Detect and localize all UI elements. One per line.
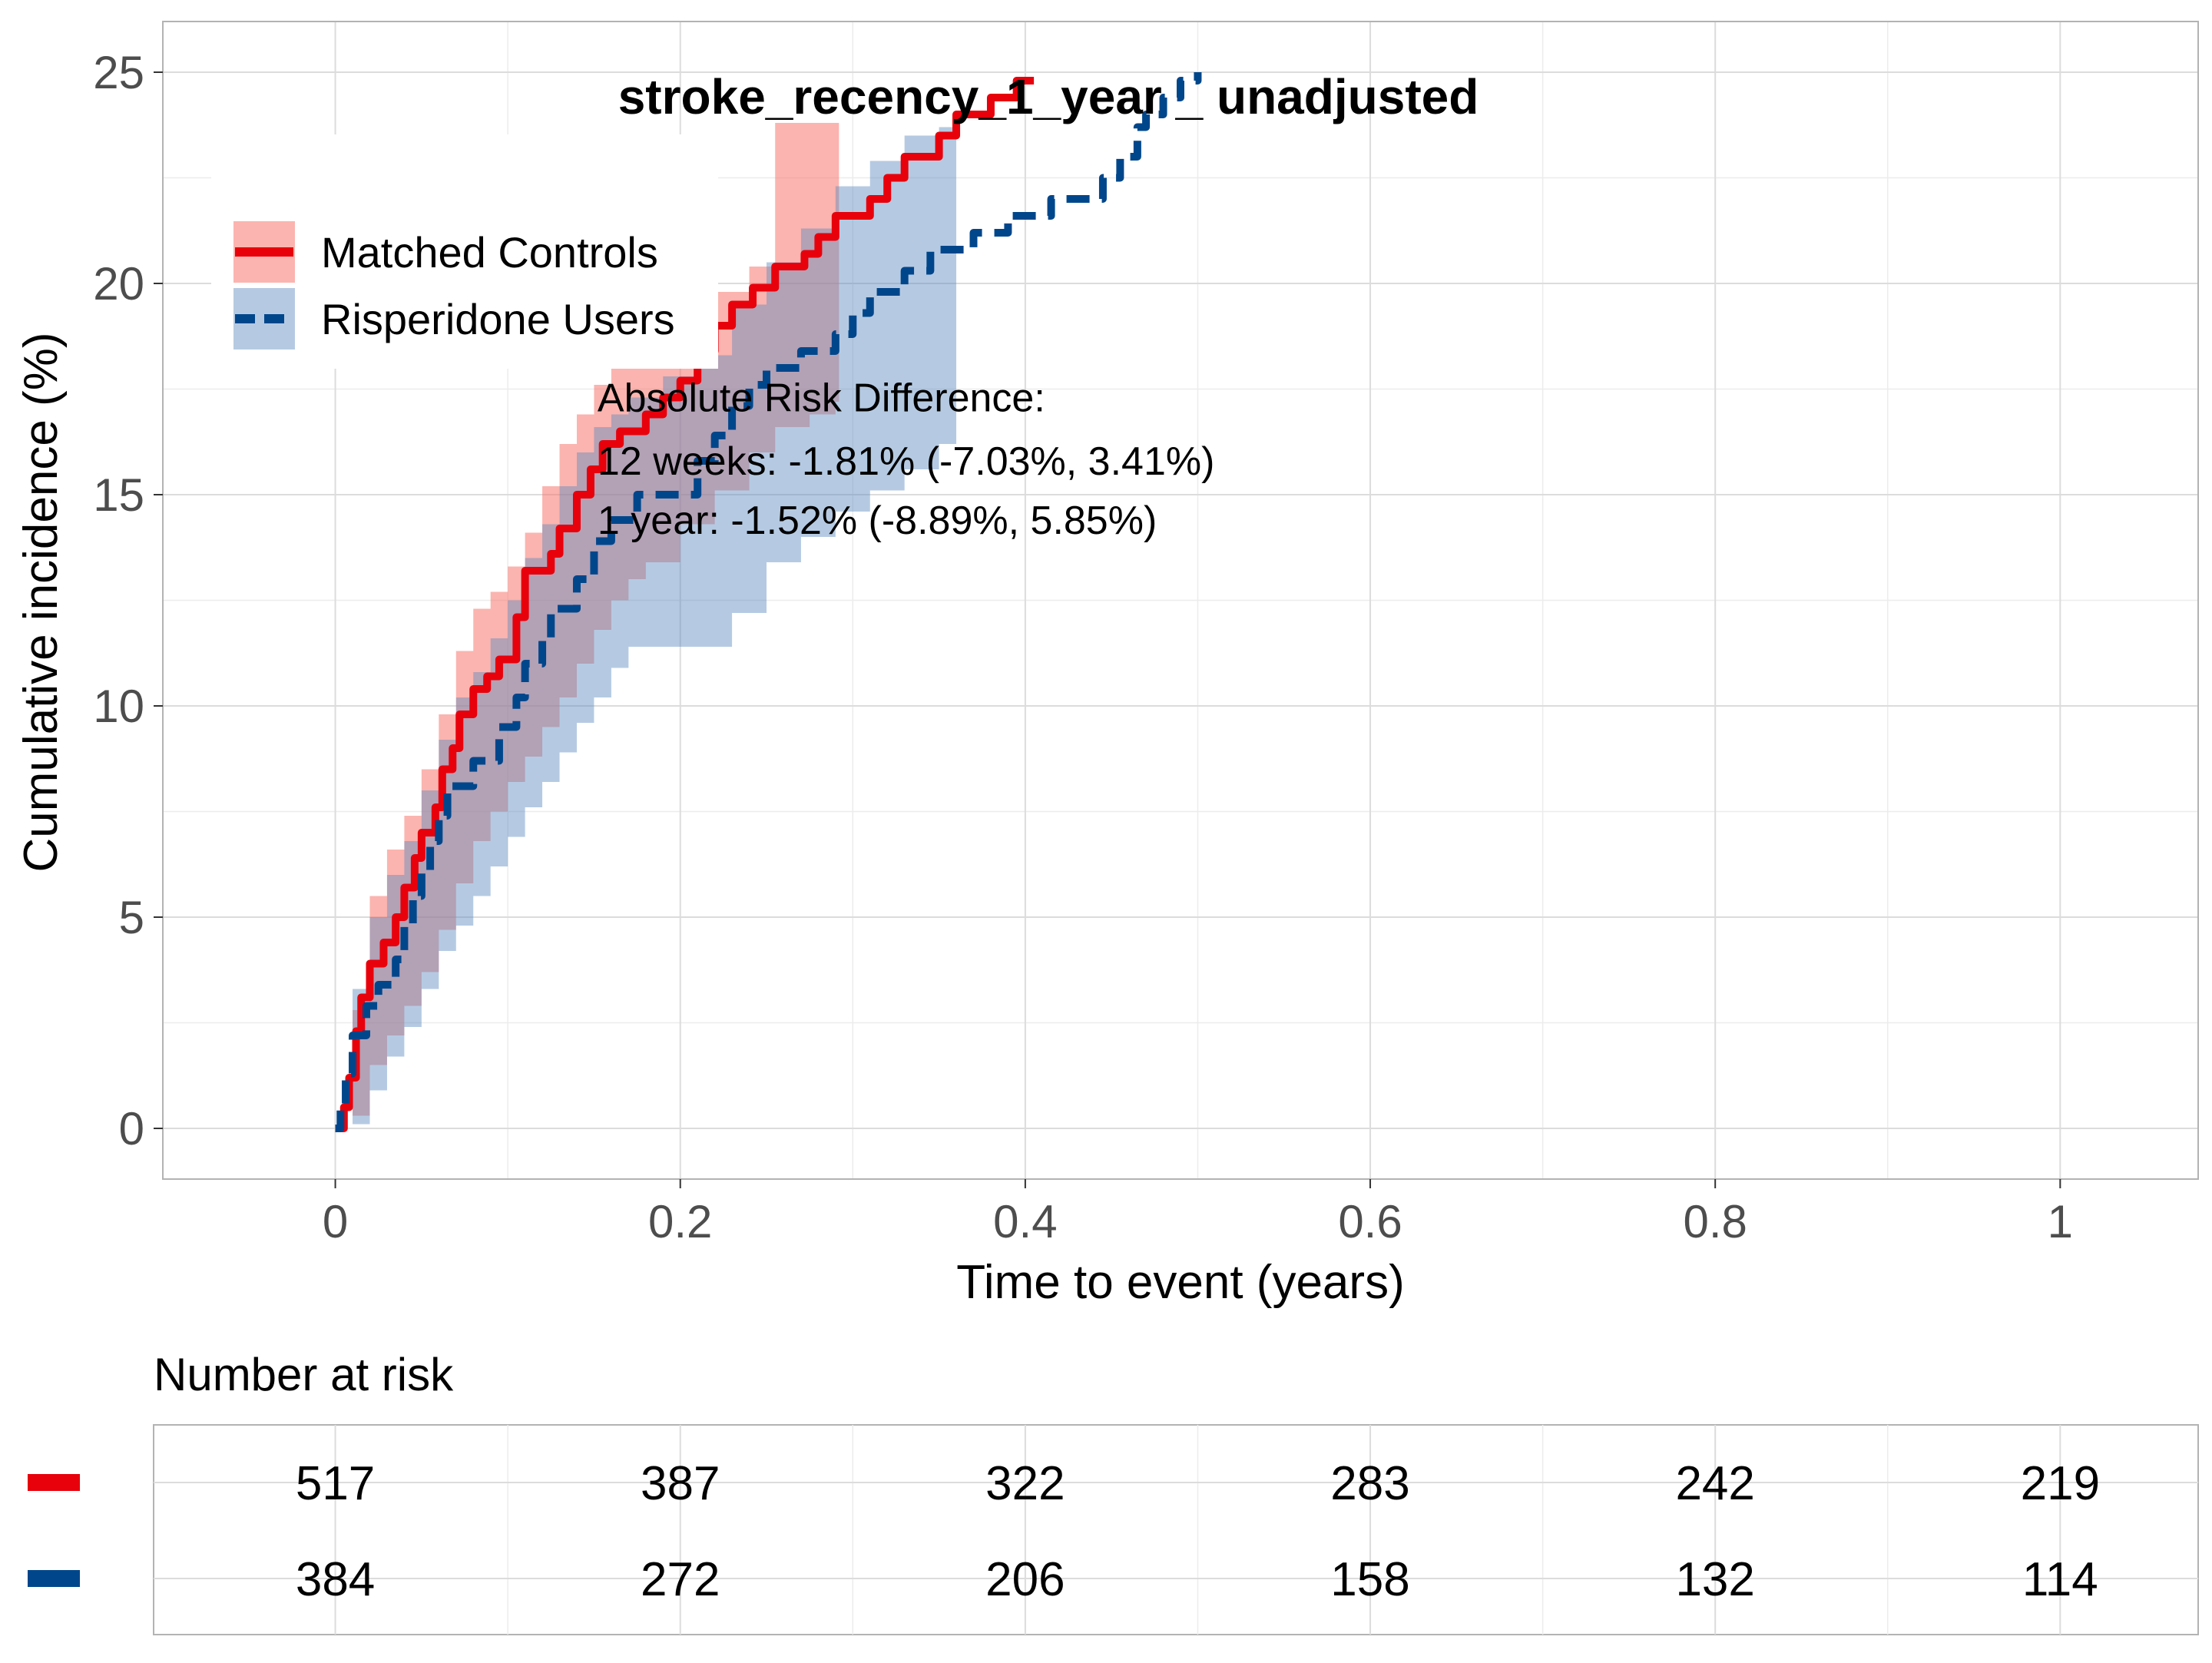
ci-bands-layer bbox=[335, 123, 957, 1128]
legend: Matched Controls Risperidone Users bbox=[211, 134, 718, 369]
risk-table-cell: 322 bbox=[985, 1457, 1065, 1510]
y-tick-label: 20 bbox=[93, 258, 144, 310]
chart-title: stroke_recency_1_year _ unadjusted bbox=[618, 69, 1479, 124]
y-axis-label: Cumulative incidence (%) bbox=[15, 333, 68, 873]
series-line-matched-controls bbox=[335, 77, 1035, 1132]
y-tick-label: 25 bbox=[93, 47, 144, 98]
risk-table-cell: 517 bbox=[296, 1457, 375, 1510]
x-tick-label: 0.4 bbox=[993, 1196, 1057, 1247]
x-tick-label: 0.6 bbox=[1338, 1196, 1402, 1247]
risk-table-cell: 114 bbox=[2022, 1553, 2098, 1606]
series-line-risperidone-users bbox=[335, 72, 1202, 1132]
risk-table-cell: 283 bbox=[1330, 1457, 1409, 1510]
risk-table-cell: 272 bbox=[641, 1553, 720, 1606]
risk-table-cell: 132 bbox=[1675, 1553, 1754, 1606]
x-tick-label: 0.8 bbox=[1683, 1196, 1747, 1247]
ci-band-matched-controls bbox=[335, 123, 839, 1128]
x-tick-label: 0.2 bbox=[648, 1196, 712, 1247]
y-tick-label: 15 bbox=[93, 469, 144, 521]
x-axis-label: Time to event (years) bbox=[956, 1256, 1404, 1309]
legend-label: Matched Controls bbox=[321, 228, 658, 277]
risk-difference-annotation: Absolute Risk Difference: 12 weeks: -1.81… bbox=[598, 376, 1215, 544]
x-tick-label: 0 bbox=[323, 1196, 348, 1247]
annotation-line: 12 weeks: -1.81% (-7.03%, 3.41%) bbox=[598, 439, 1215, 484]
risk-table-cell: 206 bbox=[985, 1553, 1065, 1606]
series-lines-layer bbox=[335, 72, 1202, 1132]
risk-table-border bbox=[153, 1424, 2199, 1635]
annotation-line: 1 year: -1.52% (-8.89%, 5.85%) bbox=[598, 499, 1157, 543]
risk-table-cell: 158 bbox=[1330, 1553, 1409, 1606]
legend-background bbox=[211, 134, 718, 369]
legend-label: Risperidone Users bbox=[321, 295, 675, 343]
y-tick-label: 0 bbox=[119, 1103, 144, 1154]
ci-band-risperidone-users bbox=[335, 127, 957, 1128]
risk-table-title: Number at risk bbox=[154, 1349, 454, 1400]
risk-table-cell: 387 bbox=[641, 1457, 720, 1510]
x-tick-label: 1 bbox=[2048, 1196, 2073, 1247]
annotation-line: Absolute Risk Difference: bbox=[598, 376, 1045, 421]
risk-table-row-key bbox=[28, 1570, 80, 1587]
risk-table-cell: 219 bbox=[2021, 1457, 2100, 1510]
y-tick-label: 5 bbox=[119, 892, 144, 943]
risk-table-cell: 384 bbox=[296, 1553, 375, 1606]
plot-panel-border bbox=[162, 21, 2199, 1180]
y-tick-label: 10 bbox=[93, 681, 144, 732]
risk-table-cell: 242 bbox=[1675, 1457, 1754, 1510]
risk-table: 517 387 322 283 242 219 384 272 206 158 132 114 bbox=[28, 1424, 2199, 1635]
risk-table-row-key bbox=[28, 1474, 80, 1491]
